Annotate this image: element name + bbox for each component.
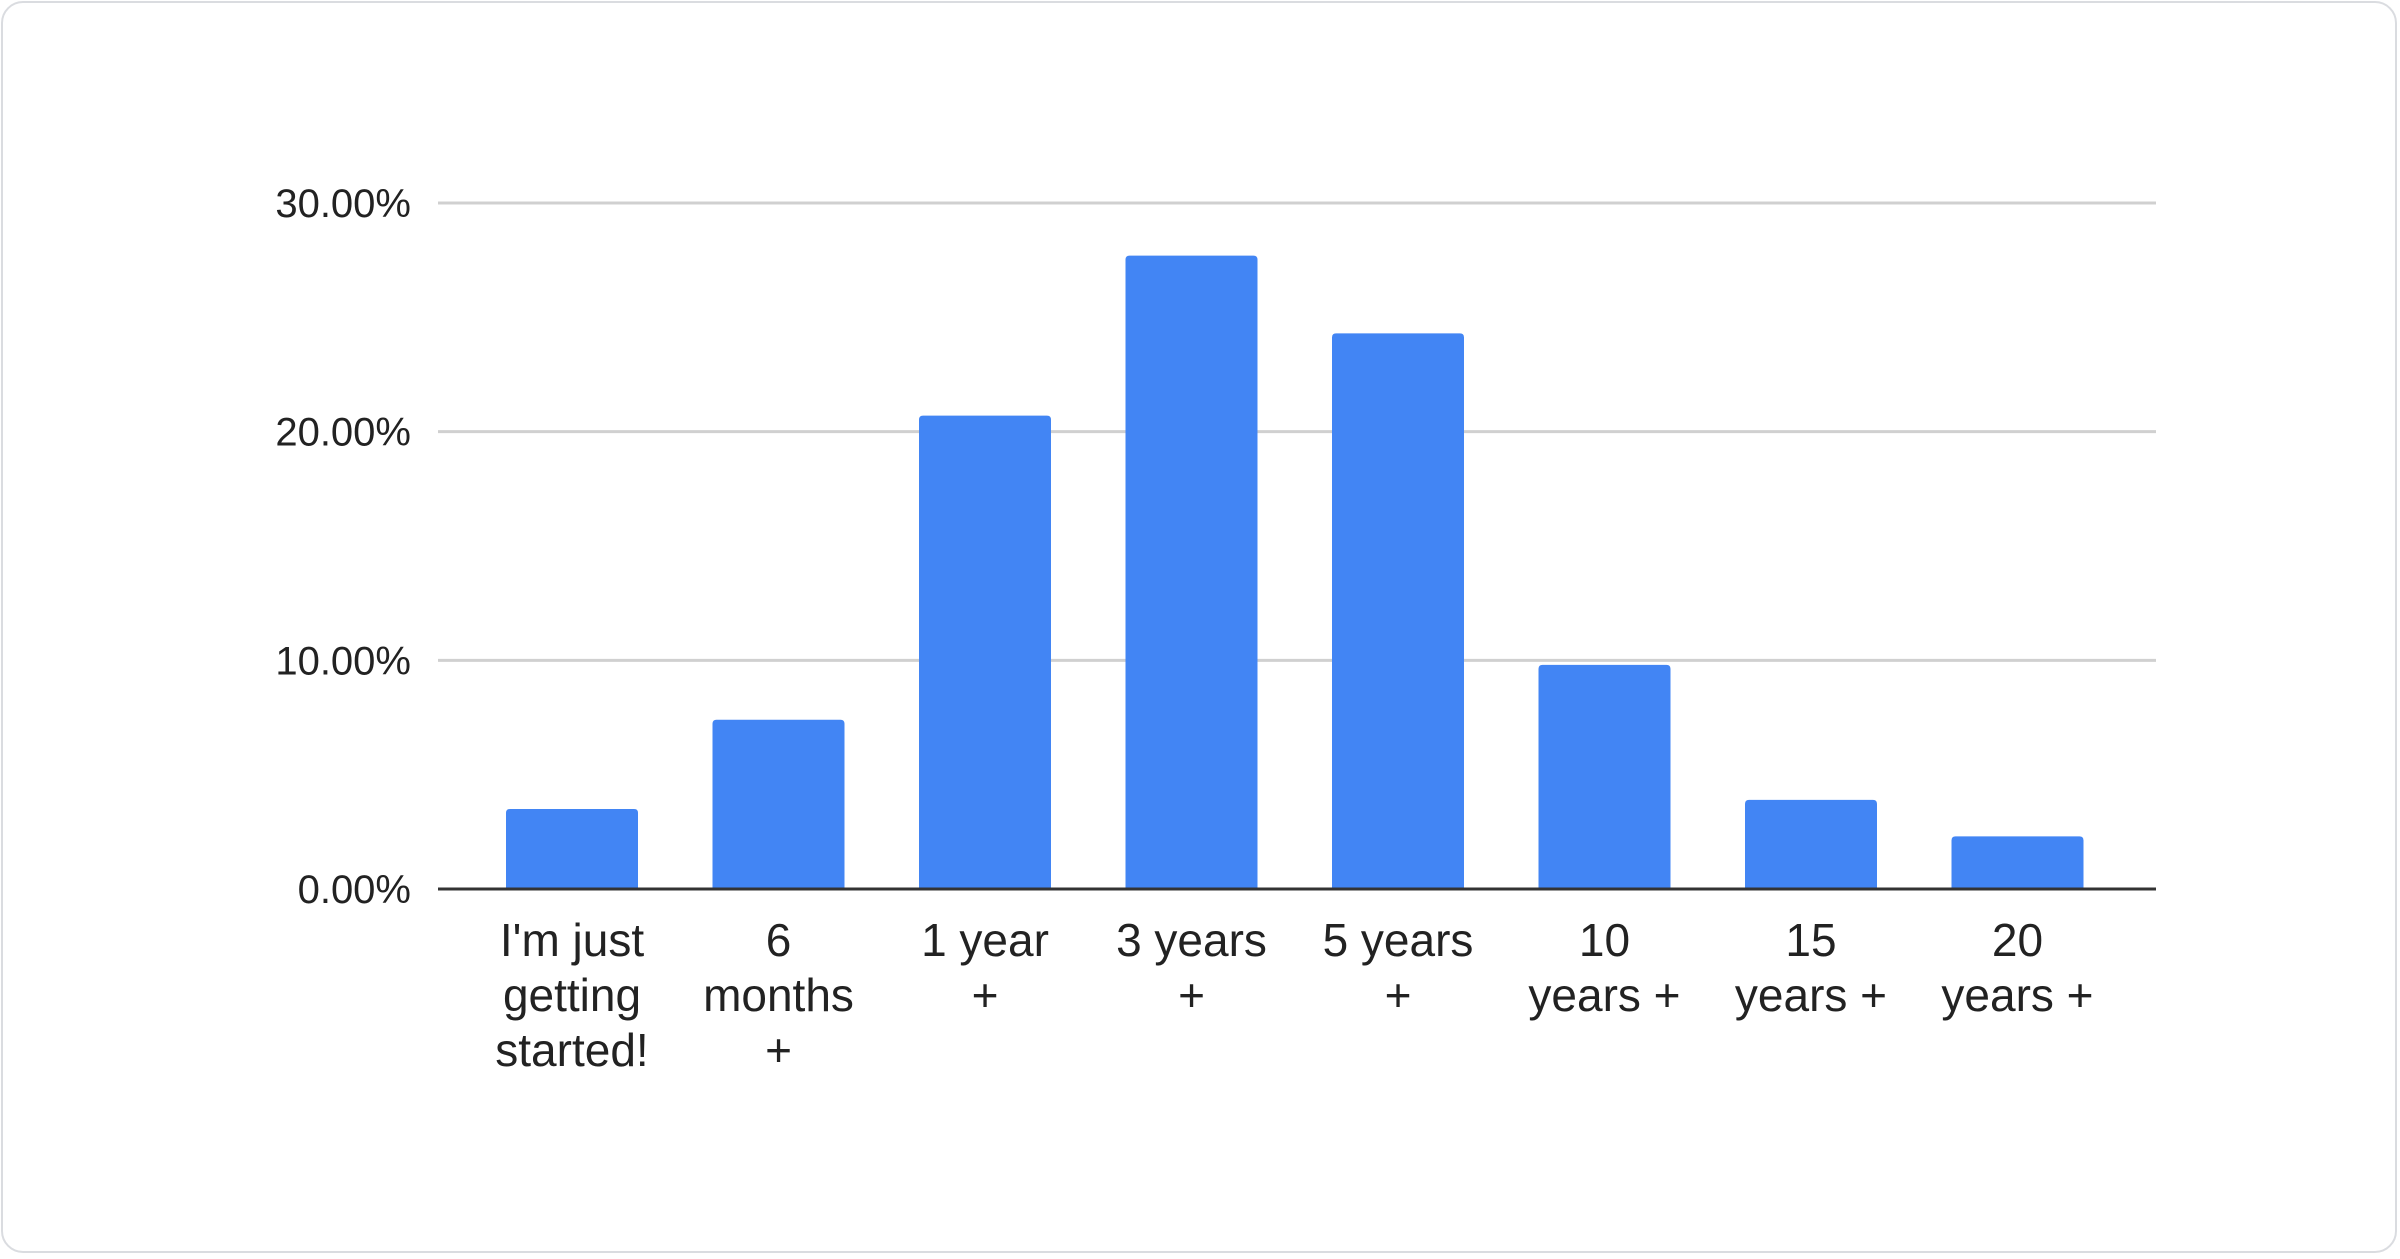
- y-tick-label: 10.00%: [275, 639, 411, 683]
- x-tick-label: 5 years: [1323, 914, 1474, 966]
- bar: [919, 415, 1051, 889]
- bar-chart: 0.00% 10.00% 20.00% 30.00% I'm justgettingst…: [275, 182, 2156, 1076]
- x-tick-label: years +: [1528, 969, 1680, 1021]
- bar: [506, 808, 638, 889]
- x-tick-label: 10: [1579, 914, 1630, 966]
- x-tick-label: 20: [1992, 914, 2043, 966]
- y-tick-label: 30.00%: [275, 182, 411, 226]
- x-tick-label: I'm just: [500, 914, 644, 966]
- x-tick-label: years +: [1735, 969, 1887, 1021]
- x-tick-label: months: [703, 969, 854, 1021]
- x-tick-label: started!: [495, 1024, 648, 1076]
- bar: [1332, 333, 1464, 890]
- bar: [1951, 836, 2084, 889]
- x-tick-label: +: [1178, 969, 1205, 1021]
- bar: [1538, 664, 1671, 889]
- x-tick-label: 6: [766, 914, 792, 966]
- bar: [1745, 799, 1877, 889]
- x-tick-label: years +: [1941, 969, 2093, 1021]
- x-tick-label: 3 years: [1116, 914, 1267, 966]
- y-tick-label: 20.00%: [275, 411, 411, 455]
- y-tick-label: 0.00%: [298, 868, 411, 912]
- bar: [1125, 255, 1258, 890]
- bar: [712, 719, 845, 889]
- x-tick-label: 1 year: [921, 914, 1049, 966]
- x-tick-label: +: [1385, 969, 1412, 1021]
- x-tick-label: 15: [1785, 914, 1836, 966]
- x-tick-label: getting: [503, 969, 641, 1021]
- x-tick-label: +: [765, 1024, 792, 1076]
- x-tick-label: +: [972, 969, 999, 1021]
